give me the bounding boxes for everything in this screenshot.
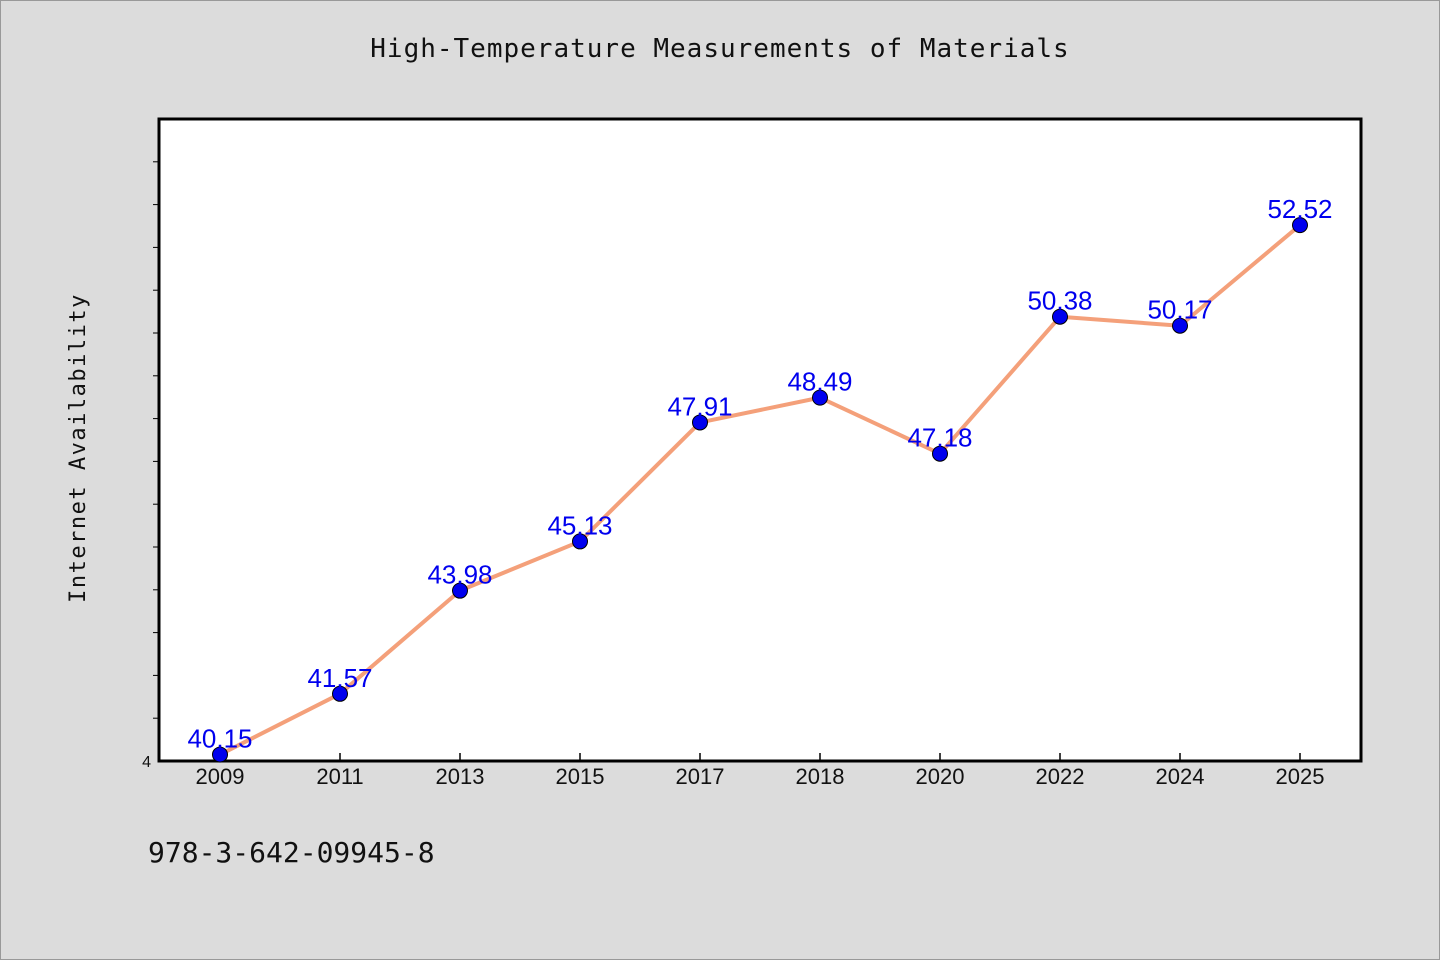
- data-point: [452, 582, 468, 599]
- series-line: [218, 223, 1302, 757]
- x-tick-label: 2017: [676, 764, 725, 789]
- data-point: [1172, 317, 1188, 334]
- data-label: 40.15: [187, 724, 252, 754]
- x-tick-label: 2022: [1036, 764, 1085, 789]
- data-point: [332, 685, 348, 702]
- data-point: [932, 445, 948, 462]
- x-tick-label: 2015: [556, 764, 605, 789]
- data-point: [572, 533, 588, 550]
- x-tick-label: 2025: [1276, 764, 1325, 789]
- data-labels: 40.15 41.57 43.98 45.13 47.91 48.49 47.18 50.38…: [187, 194, 1332, 753]
- y-tick-label: 4: [142, 754, 151, 771]
- series-line-group: [218, 223, 1302, 757]
- y-axis-ticks: 4: [142, 161, 159, 771]
- x-tick-label: 2013: [436, 764, 485, 789]
- data-label: 52.52: [1267, 194, 1332, 224]
- plot-area: [157, 117, 1363, 763]
- x-tick-label: 2009: [196, 764, 245, 789]
- x-tick-label: 2024: [1156, 764, 1205, 789]
- data-label: 47.91: [667, 391, 732, 421]
- data-label: 50.38: [1027, 286, 1092, 316]
- data-label: 45.13: [547, 510, 612, 540]
- x-tick-label: 2018: [796, 764, 845, 789]
- data-point: [1052, 308, 1068, 325]
- data-label: 47.18: [907, 423, 972, 453]
- data-points: [212, 217, 1308, 763]
- x-axis-ticks: 2009 2011 2013 2015 2017 2018 2020 2022 2024 2025: [196, 753, 1325, 789]
- chart-title: High-Temperature Measurements of Materia…: [370, 34, 1070, 64]
- data-label: 50.17: [1147, 295, 1212, 325]
- data-point: [692, 414, 708, 431]
- data-label: 41.57: [307, 663, 372, 693]
- data-point: [212, 746, 228, 763]
- x-tick-label: 2020: [916, 764, 965, 789]
- data-label: 43.98: [427, 560, 492, 590]
- data-label: 48.49: [787, 367, 852, 397]
- y-axis-label: Internet Availability: [66, 293, 91, 603]
- data-point: [1292, 217, 1308, 234]
- isbn-footer: 978-3-642-09945-8: [148, 836, 435, 869]
- data-point: [812, 389, 828, 406]
- x-tick-label: 2011: [316, 764, 363, 789]
